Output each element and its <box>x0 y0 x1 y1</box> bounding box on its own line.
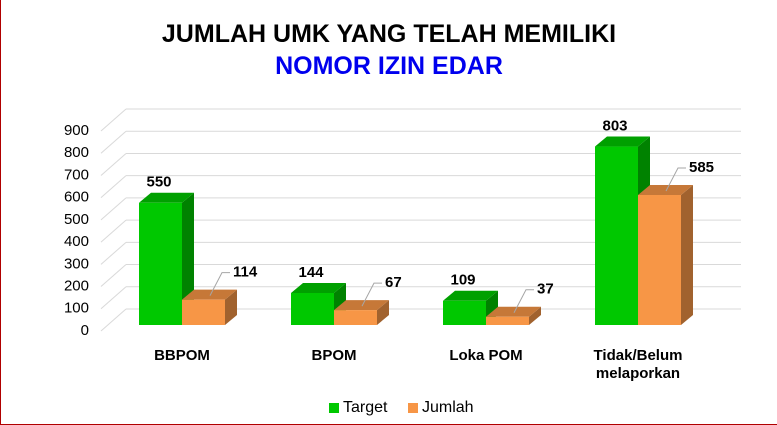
bar <box>443 300 486 325</box>
grid-line <box>100 241 127 265</box>
bar-top <box>182 289 237 300</box>
bar <box>291 293 334 325</box>
bar-top <box>638 185 693 195</box>
y-tick-label: 800 <box>64 144 89 161</box>
grid-line <box>100 175 127 199</box>
x-tick-label: Tidak/Belum melaporkan <box>593 347 683 382</box>
bar <box>139 202 182 325</box>
data-label: 803 <box>602 118 627 135</box>
bar <box>638 195 681 325</box>
y-tick-label: 400 <box>64 233 89 250</box>
bar-top <box>443 290 498 301</box>
bar-side <box>225 289 237 325</box>
grid-line <box>100 108 127 132</box>
chart-subtitle: NOMOR IZIN EDAR <box>275 52 503 80</box>
bar-top <box>291 283 346 293</box>
legend-item: Jumlah <box>408 399 474 417</box>
data-label: 550 <box>146 174 171 191</box>
data-label: 585 <box>689 159 714 176</box>
y-tick-label: 300 <box>64 255 89 272</box>
grid-line <box>100 286 127 310</box>
leader-line <box>209 272 230 296</box>
grid-line <box>100 130 127 154</box>
bar <box>334 310 377 325</box>
bar-side <box>529 306 541 325</box>
data-label: 37 <box>537 281 554 298</box>
x-tick-label: BBPOM <box>154 347 210 364</box>
bar-top <box>139 192 194 203</box>
grid-line <box>100 308 127 332</box>
data-label: 109 <box>450 272 475 289</box>
x-tick-label: BPOM <box>311 347 357 364</box>
chart-title: JUMLAH UMK YANG TELAH MEMILIKI <box>161 20 617 48</box>
y-tick-label: 500 <box>64 211 89 228</box>
bar-side <box>681 185 693 325</box>
grid-line <box>100 219 127 243</box>
bar-side <box>377 300 389 325</box>
y-tick-label: 700 <box>64 166 89 183</box>
legend-swatch <box>408 403 418 413</box>
bar <box>182 299 225 325</box>
y-tick-label: 900 <box>64 122 89 139</box>
grid-line <box>100 264 127 287</box>
bar-top <box>595 136 650 147</box>
bar-top <box>334 300 389 311</box>
legend-item: Target <box>329 399 387 417</box>
leader-line <box>665 167 686 192</box>
bar-side <box>182 192 194 325</box>
grid-line <box>100 153 127 176</box>
x-tick-label: Loka POM <box>449 347 523 364</box>
bar <box>486 316 529 325</box>
data-label: 67 <box>385 274 402 291</box>
y-tick-label: 0 <box>81 322 89 339</box>
data-label: 114 <box>233 264 258 281</box>
y-tick-label: 600 <box>64 189 89 206</box>
legend-swatch <box>329 403 339 413</box>
legend-label: Target <box>343 399 388 416</box>
y-tick-label: 100 <box>64 300 89 317</box>
leader-line <box>513 289 534 314</box>
data-label: 144 <box>298 264 324 281</box>
bar-top <box>486 306 541 317</box>
leader-line <box>361 282 382 307</box>
legend-label: Jumlah <box>422 399 474 416</box>
grid-line <box>100 197 127 221</box>
y-tick-label: 200 <box>64 278 89 295</box>
bar <box>595 146 638 325</box>
